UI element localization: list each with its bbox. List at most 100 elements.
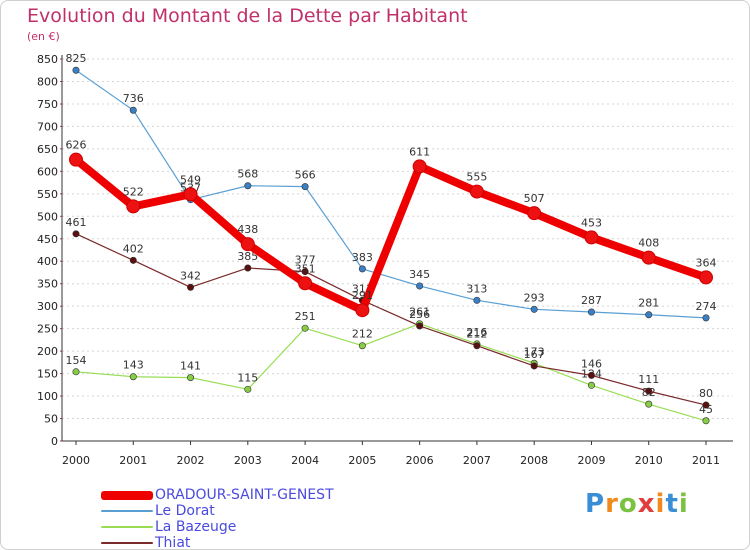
data-label: 566 xyxy=(295,169,316,182)
data-label: 351 xyxy=(295,262,316,275)
series-line xyxy=(75,323,707,422)
series-line xyxy=(75,233,707,406)
data-point xyxy=(358,265,366,273)
chart-legend: ORADOUR-SAINT-GENEST Le Dorat La Bazeuge Th… xyxy=(101,487,334,550)
data-point xyxy=(416,322,424,330)
data-label: 251 xyxy=(295,310,316,323)
y-tick-label: 600 xyxy=(37,165,58,178)
series-le-dorat: 825736537568566383345313293287281274 xyxy=(66,52,717,322)
data-point xyxy=(587,371,595,379)
y-tick-label: 800 xyxy=(37,75,58,88)
y-tick-label: 50 xyxy=(44,413,58,426)
y-tick-label: 300 xyxy=(37,300,58,313)
x-tick-label: 2010 xyxy=(635,454,663,467)
y-tick-label: 550 xyxy=(37,188,58,201)
logo-letter: o xyxy=(618,489,638,519)
data-point xyxy=(587,308,595,316)
data-point xyxy=(298,276,313,291)
y-tick-label: 200 xyxy=(37,345,58,358)
data-label: 143 xyxy=(123,359,144,372)
series-line xyxy=(72,155,710,315)
data-point xyxy=(645,400,653,408)
data-label: 736 xyxy=(123,92,144,105)
legend-item: Thiat xyxy=(101,535,334,550)
data-label: 281 xyxy=(638,297,659,310)
y-tick-label: 850 xyxy=(37,53,58,66)
data-label: 293 xyxy=(524,291,545,304)
data-point xyxy=(72,66,80,74)
x-tick-label: 2000 xyxy=(62,454,90,467)
data-point xyxy=(240,237,255,252)
logo-letter: P xyxy=(585,489,606,519)
x-tick-label: 2006 xyxy=(406,454,434,467)
data-point xyxy=(473,342,481,350)
y-tick-label: 500 xyxy=(37,210,58,223)
data-point xyxy=(412,159,427,174)
data-label: 154 xyxy=(66,354,87,367)
logo-letter: r xyxy=(605,489,619,519)
data-point xyxy=(72,368,80,376)
data-label: 402 xyxy=(123,242,144,255)
series-thiat: 461 402 342 385 377 313 256 212 167 146 111 80 xyxy=(66,216,713,409)
data-point xyxy=(244,264,252,272)
data-point xyxy=(530,362,538,370)
data-label: 377 xyxy=(295,254,316,267)
y-tick-label: 0 xyxy=(51,435,58,448)
data-label: 438 xyxy=(237,223,258,236)
data-label: 80 xyxy=(699,387,713,400)
x-tick-label: 2009 xyxy=(577,454,605,467)
data-point xyxy=(72,230,80,238)
data-point xyxy=(645,311,653,319)
legend-label: Thiat xyxy=(155,535,191,550)
legend-swatch xyxy=(101,490,153,500)
data-label: 364 xyxy=(696,256,717,269)
data-point xyxy=(702,417,710,425)
y-tick-label: 750 xyxy=(37,98,58,111)
data-point xyxy=(244,385,252,393)
y-tick-label: 400 xyxy=(37,255,58,268)
data-point xyxy=(641,250,656,265)
data-label: 287 xyxy=(581,294,602,307)
data-label: 261 xyxy=(409,306,430,319)
data-point xyxy=(301,183,309,191)
data-point xyxy=(473,296,481,304)
data-label: 825 xyxy=(66,52,87,65)
chart-title: Evolution du Montant de la Dette par Hab… xyxy=(27,5,468,27)
legend-swatch xyxy=(101,510,153,512)
series-la-bazeuge: 1541431411152512122612161731248245 xyxy=(66,306,713,425)
legend-label: Le Dorat xyxy=(155,503,215,519)
data-label: 216 xyxy=(466,326,487,339)
data-label: 274 xyxy=(696,300,717,313)
data-label: 453 xyxy=(581,216,602,229)
data-label: 146 xyxy=(581,357,602,370)
legend-item: La Bazeuge xyxy=(101,519,334,535)
data-point xyxy=(187,283,195,291)
data-label: 313 xyxy=(466,282,487,295)
data-label: 555 xyxy=(466,171,487,184)
data-label: 167 xyxy=(524,348,545,361)
legend-item: Le Dorat xyxy=(101,503,334,519)
x-tick-label: 2003 xyxy=(234,454,262,467)
data-point xyxy=(530,305,538,313)
data-point xyxy=(358,342,366,350)
chart-subtitle: (en €) xyxy=(27,30,60,43)
data-label: 461 xyxy=(66,216,87,229)
x-tick-label: 2007 xyxy=(463,454,491,467)
data-point xyxy=(587,381,595,389)
data-label: 611 xyxy=(409,145,430,158)
data-point xyxy=(126,199,141,214)
data-label: 408 xyxy=(638,237,659,250)
legend-label: ORADOUR-SAINT-GENEST xyxy=(155,487,334,503)
data-point xyxy=(301,268,309,276)
data-label: 626 xyxy=(66,139,87,152)
logo-letter: i xyxy=(655,489,666,519)
x-tick-label: 2008 xyxy=(520,454,548,467)
data-point xyxy=(129,373,137,381)
data-label: 115 xyxy=(237,371,258,384)
legend-swatch xyxy=(101,526,153,528)
data-label: 345 xyxy=(409,268,430,281)
data-point xyxy=(645,387,653,395)
data-point xyxy=(584,230,599,245)
